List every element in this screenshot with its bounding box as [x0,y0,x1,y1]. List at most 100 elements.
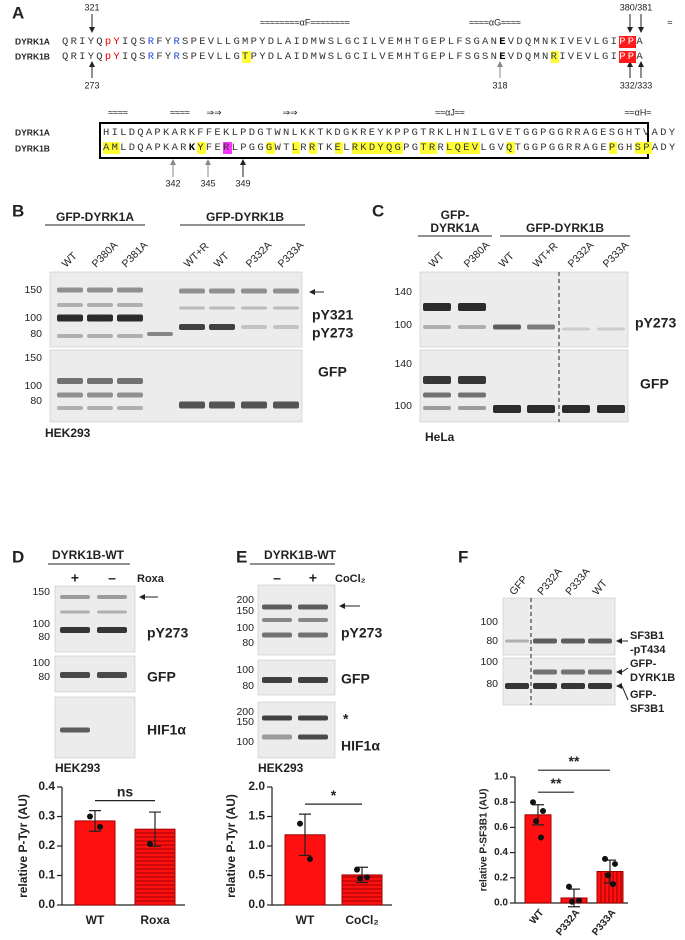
group-label: DYRK1B-WT [264,548,337,562]
band [97,627,127,633]
sequence-segment: VDQMNKIVEVLGI [507,36,620,48]
band [60,672,90,678]
sequence-segment: QRIYQ [62,51,105,63]
lane-label: WT+R [182,240,212,270]
sequence-segment: R [223,142,232,154]
panel-label: E [236,547,247,566]
x-tick-label: WT [86,913,105,927]
mw-label: 150 [24,284,42,296]
lane-label: P332A [535,566,564,598]
sequence-segment: PP [619,51,637,63]
y-tick-label: 0.4 [38,779,55,793]
data-point [364,874,370,881]
sequence-segment: E [334,142,344,154]
data-point [97,823,103,830]
y-axis-label: relative P-Tyr (AU) [224,794,238,898]
band [533,683,557,689]
blot-label: GFP [640,376,669,392]
treatment: + [309,570,317,586]
band [533,638,557,644]
annotation: 273 [84,80,99,90]
band [423,392,451,398]
data-point [538,834,544,841]
mw-label: 140 [394,286,412,298]
sequence-segment: LDQAPKAR [120,142,189,154]
sequence-segment: QRIYQ [62,36,105,48]
band [97,595,127,599]
sequence: QRIYQpYIQSRFYRSPEVLLGTPYDLAIDMWSLGCILVEM… [62,50,645,65]
band [562,327,590,331]
band [493,324,521,330]
annotation: ≈ [668,17,673,27]
band [533,669,557,675]
sequence-segment: Y [197,142,206,154]
group-label: GFP-DYRK1A [56,210,134,224]
sequence-segment: LGV [480,142,507,154]
sequence-segment: IVEVLGI [559,51,620,63]
band [179,401,205,409]
blot [419,349,629,423]
annotation: ≈≈≈≈ [108,107,128,117]
sequence-segment: GH [617,142,635,154]
y-axis-label: relative P-SF3B1 (AU) [479,789,490,892]
y-tick-label: 0.6 [494,822,508,833]
data-point [354,866,360,873]
blot-label: SF3B1 [630,703,664,715]
data-point [540,808,546,815]
sequence: HILDQAPKARKFFEKLPDGTWNLKKTKDGKREYKPPGTRK… [103,126,677,141]
lane-label: WT [590,577,610,598]
band [87,378,113,384]
y-tick-label: 2.0 [248,779,265,793]
sequence-segment: K [188,142,198,154]
sequence-segment: IQS [122,36,148,48]
lane-label: WT [497,250,517,270]
data-point [530,799,536,806]
sequence-segment: R [300,142,309,154]
mw-label: 100 [32,657,50,669]
band [262,618,292,622]
sequence-segment: TR [420,142,438,154]
mw-label: 100 [236,736,254,748]
lane-label: WT [60,250,80,270]
blot-label: GFP [341,671,370,687]
panel-label: B [12,201,24,220]
mw-label: 200 [236,594,254,606]
band [527,405,555,413]
band [117,303,143,307]
mw-label: 150 [236,605,254,617]
band [561,638,585,644]
lane-label: P333A [563,566,592,598]
y-tick-label: 0.2 [38,838,55,852]
y-tick-label: 0.4 [494,847,508,858]
band [87,392,113,398]
panel-label: A [12,3,24,22]
annotation: 380/381 [620,2,653,12]
alignment-box [99,122,649,159]
band [588,669,612,675]
band [97,610,127,614]
lane-label: P381A [120,239,151,270]
group-label: DYRK1B-WT [52,548,125,562]
band [60,610,90,614]
sequence-segment: L [343,142,352,154]
blot-label: GFP- [630,658,657,670]
sequence-segment: R [308,142,318,154]
protein-name: DYRK1A [15,127,50,137]
lane-label: P332A [566,239,597,270]
sequence-segment: SP [634,142,652,154]
band [117,314,143,322]
data-point [87,813,93,820]
mw-label: 80 [486,678,498,690]
band [117,392,143,398]
band [458,303,486,311]
cell-line: HEK293 [258,761,304,775]
band [262,677,292,683]
blot-label: GFP- [630,689,657,701]
blot-label: pY321 [312,307,353,323]
x-tick-label: CoCl₂ [345,913,378,927]
band [262,632,292,638]
band [147,332,173,336]
significance-label: ** [569,753,580,769]
band [298,604,328,610]
x-tick-label: P333A [590,908,618,938]
